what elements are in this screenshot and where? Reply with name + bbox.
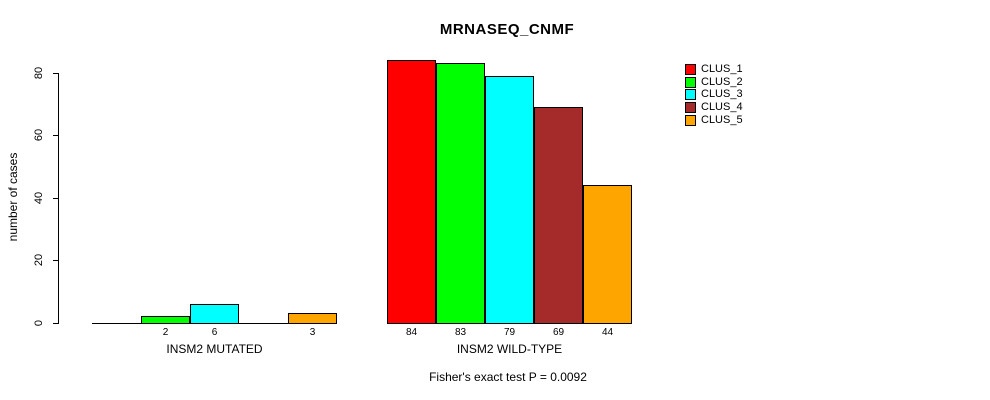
y-axis-tick-label: 80 xyxy=(33,66,45,79)
bar-clus-2 xyxy=(436,63,485,324)
bar-value-label: 79 xyxy=(503,327,516,338)
legend: CLUS_1 CLUS_2 CLUS_3 CLUS_4 CLUS_5 xyxy=(685,63,743,127)
y-axis-tick xyxy=(53,135,58,136)
bar-clus-5 xyxy=(583,185,632,324)
y-axis-line xyxy=(58,72,59,324)
bar-clus-5 xyxy=(288,313,337,324)
bar-value-label: 69 xyxy=(552,327,565,338)
legend-swatch-clus-4 xyxy=(685,102,696,114)
legend-item: CLUS_5 xyxy=(685,114,743,127)
legend-label: CLUS_3 xyxy=(701,88,743,101)
legend-item: CLUS_1 xyxy=(685,63,743,76)
bar-value-label: 83 xyxy=(454,327,467,338)
bar-clus-3 xyxy=(190,303,239,324)
legend-label: CLUS_4 xyxy=(701,101,743,114)
bar-clus-1 xyxy=(387,60,436,324)
legend-swatch-clus-5 xyxy=(685,114,696,126)
legend-label: CLUS_2 xyxy=(701,75,743,88)
chart-title: MRNASEQ_CNMF xyxy=(439,21,575,38)
y-axis-tick xyxy=(53,72,58,74)
legend-item: CLUS_3 xyxy=(685,89,743,102)
y-axis-tick xyxy=(53,322,58,324)
bar-clus-2 xyxy=(141,316,190,324)
y-axis-tick-label: 0 xyxy=(33,319,45,326)
legend-item: CLUS_2 xyxy=(685,76,743,89)
bar-value-label: 2 xyxy=(162,327,169,338)
legend-label: CLUS_1 xyxy=(701,62,743,75)
bar-clus-4 xyxy=(534,106,583,324)
bar-value-label: 84 xyxy=(405,327,418,338)
y-axis-tick xyxy=(53,260,58,261)
bar-value-label: 3 xyxy=(309,327,316,338)
y-axis-tick-label: 60 xyxy=(33,128,45,142)
legend-swatch-clus-1 xyxy=(685,63,696,75)
legend-item: CLUS_4 xyxy=(685,101,743,114)
annotation-fishers-test: Fisher's exact test P = 0.0092 xyxy=(429,370,587,384)
x-axis-category-label: INSM2 MUTATED xyxy=(166,342,263,356)
bar-value-label: 6 xyxy=(211,327,218,338)
legend-label: CLUS_5 xyxy=(701,113,743,126)
x-axis-category-label: INSM2 WILD-TYPE xyxy=(456,342,563,356)
bar-clus-3 xyxy=(485,75,534,324)
y-axis-tick-label: 40 xyxy=(33,191,45,204)
y-axis-tick xyxy=(53,197,58,199)
bar-value-label: 44 xyxy=(601,327,614,338)
y-axis-tick-label: 20 xyxy=(33,253,45,267)
legend-swatch-clus-3 xyxy=(685,89,696,101)
legend-swatch-clus-2 xyxy=(685,76,696,88)
